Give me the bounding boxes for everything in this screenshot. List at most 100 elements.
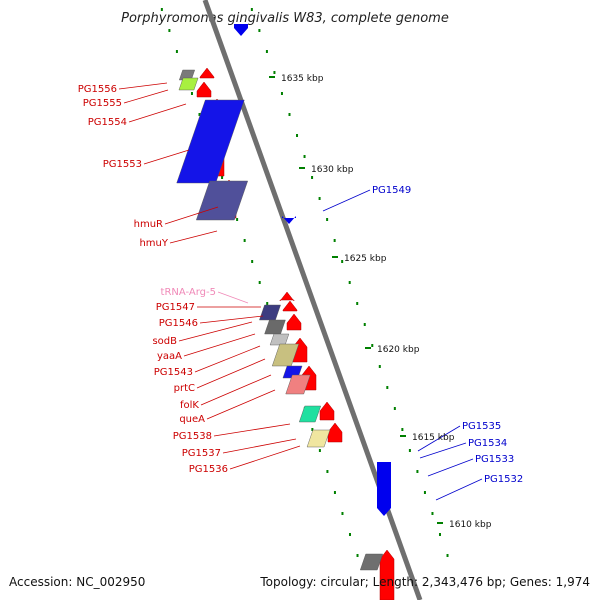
- position-tick-label: 1625 kbp: [344, 254, 387, 264]
- outer-tick-dot: [371, 344, 374, 347]
- forward-gene-arrow: [282, 300, 298, 312]
- tick-mark: [437, 522, 443, 524]
- forward-gene-arrow: [199, 67, 215, 79]
- outer-tick-dot: [431, 512, 434, 515]
- leader-line: [222, 438, 297, 454]
- reverse-gene-arrow: [234, 24, 248, 36]
- forward-gene-arrow: [327, 422, 343, 443]
- leader-line: [427, 458, 474, 477]
- leader-line: [169, 230, 218, 244]
- inner-tick-dot: [266, 302, 269, 305]
- leader-line: [183, 333, 256, 357]
- leader-line: [206, 389, 276, 420]
- tick-dot-guides: [160, 8, 449, 557]
- label-leader-lines: [118, 82, 483, 501]
- gene-feature-box: [271, 343, 300, 367]
- leader-line: [196, 358, 266, 389]
- inner-tick-dot: [198, 113, 201, 116]
- leader-line: [118, 82, 168, 90]
- gene-label: PG1555: [83, 98, 122, 109]
- outer-tick-dot: [423, 491, 426, 494]
- gene-label: PG1533: [475, 454, 514, 465]
- gene-label: PG1537: [182, 448, 221, 459]
- gene-label: PG1553: [103, 159, 142, 170]
- outer-tick-dot: [378, 365, 381, 368]
- outer-tick-dot: [326, 218, 329, 221]
- gene-feature-box: [176, 99, 245, 184]
- position-tick-label: 1610 kbp: [449, 520, 492, 530]
- gene-label: PG1543: [154, 367, 193, 378]
- inner-tick-dot: [190, 92, 193, 95]
- gene-label: PG1549: [372, 185, 411, 196]
- inner-tick-dot: [175, 50, 178, 53]
- outer-tick-dot: [408, 449, 411, 452]
- reverse-gene-arrow: [282, 216, 296, 224]
- position-tick-label: 1635 kbp: [281, 74, 324, 84]
- position-tick-label: 1630 kbp: [311, 165, 354, 175]
- gene-label: PG1535: [462, 421, 501, 432]
- gene-label: PG1546: [159, 318, 198, 329]
- gene-label: PG1538: [173, 431, 212, 442]
- outer-tick-dot: [303, 155, 306, 158]
- inner-tick-dot: [168, 29, 171, 32]
- tick-mark: [365, 347, 371, 349]
- gene-feature-box: [196, 180, 248, 221]
- outer-tick-dot: [333, 239, 336, 242]
- outer-tick-dot: [393, 407, 396, 410]
- outer-tick-dot: [280, 92, 283, 95]
- forward-gene-arrow: [286, 313, 302, 331]
- leader-line: [199, 315, 264, 324]
- leader-line: [143, 149, 190, 165]
- leader-line: [417, 425, 461, 452]
- leader-line: [128, 103, 187, 123]
- gene-label: hmuR: [134, 219, 163, 230]
- gene-feature-box: [259, 304, 281, 321]
- gene-label: queA: [179, 414, 205, 425]
- forward-gene-arrow: [319, 401, 335, 421]
- position-tick-label: 1615 kbp: [412, 433, 455, 443]
- reverse-gene-arrow: [377, 462, 391, 516]
- outer-tick-dot: [288, 113, 291, 116]
- leader-line: [419, 442, 467, 459]
- tick-mark: [332, 256, 338, 258]
- inner-tick-dot: [318, 449, 321, 452]
- inner-tick-dot: [251, 260, 254, 263]
- gene-feature-box: [178, 77, 199, 91]
- leader-line: [322, 189, 371, 212]
- map-title: Porphyromonas gingivalis W83, complete g…: [121, 11, 449, 26]
- tick-labels: 1635 kbp 1630 kbp 1625 kbp 1620 kbp 1615 kbp…: [269, 74, 492, 530]
- leader-line: [194, 345, 261, 373]
- tick-mark: [299, 167, 305, 169]
- inner-tick-dot: [356, 554, 359, 557]
- gene-label: PG1536: [189, 464, 228, 475]
- outer-tick-dot: [348, 281, 351, 284]
- outer-tick-dot: [446, 554, 449, 557]
- accession-text: Accession: NC_002950: [9, 575, 145, 589]
- leader-line: [435, 478, 483, 501]
- gene-feature-box: [264, 319, 286, 335]
- inner-tick-dot: [311, 428, 314, 431]
- gene-label: sodB: [152, 336, 177, 347]
- outer-tick-dot: [273, 71, 276, 74]
- gene-label: prtC: [174, 383, 195, 394]
- inner-tick-dot: [348, 533, 351, 536]
- feature-labels: PG1556 PG1555 PG1554 PG1553 hmuR hmuY tRNA-Arg…: [78, 84, 523, 485]
- gene-label: PG1547: [156, 302, 195, 313]
- leader-line: [123, 89, 169, 104]
- outer-tick-dot: [416, 470, 419, 473]
- outer-tick-dot: [250, 8, 253, 11]
- gene-label: folK: [180, 400, 199, 411]
- outer-tick-dot: [318, 197, 321, 200]
- forward-gene-arrow: [279, 291, 295, 302]
- outer-tick-dot: [438, 533, 441, 536]
- leader-line: [217, 291, 249, 304]
- outer-tick-dot: [265, 50, 268, 53]
- gene-feature-box: [285, 374, 311, 395]
- gene-label: PG1556: [78, 84, 117, 95]
- gene-feature-box: [269, 333, 290, 346]
- outer-tick-dot: [363, 323, 366, 326]
- outer-tick-dot: [311, 176, 314, 179]
- forward-gene-arrow: [196, 81, 212, 98]
- leader-line: [200, 374, 272, 406]
